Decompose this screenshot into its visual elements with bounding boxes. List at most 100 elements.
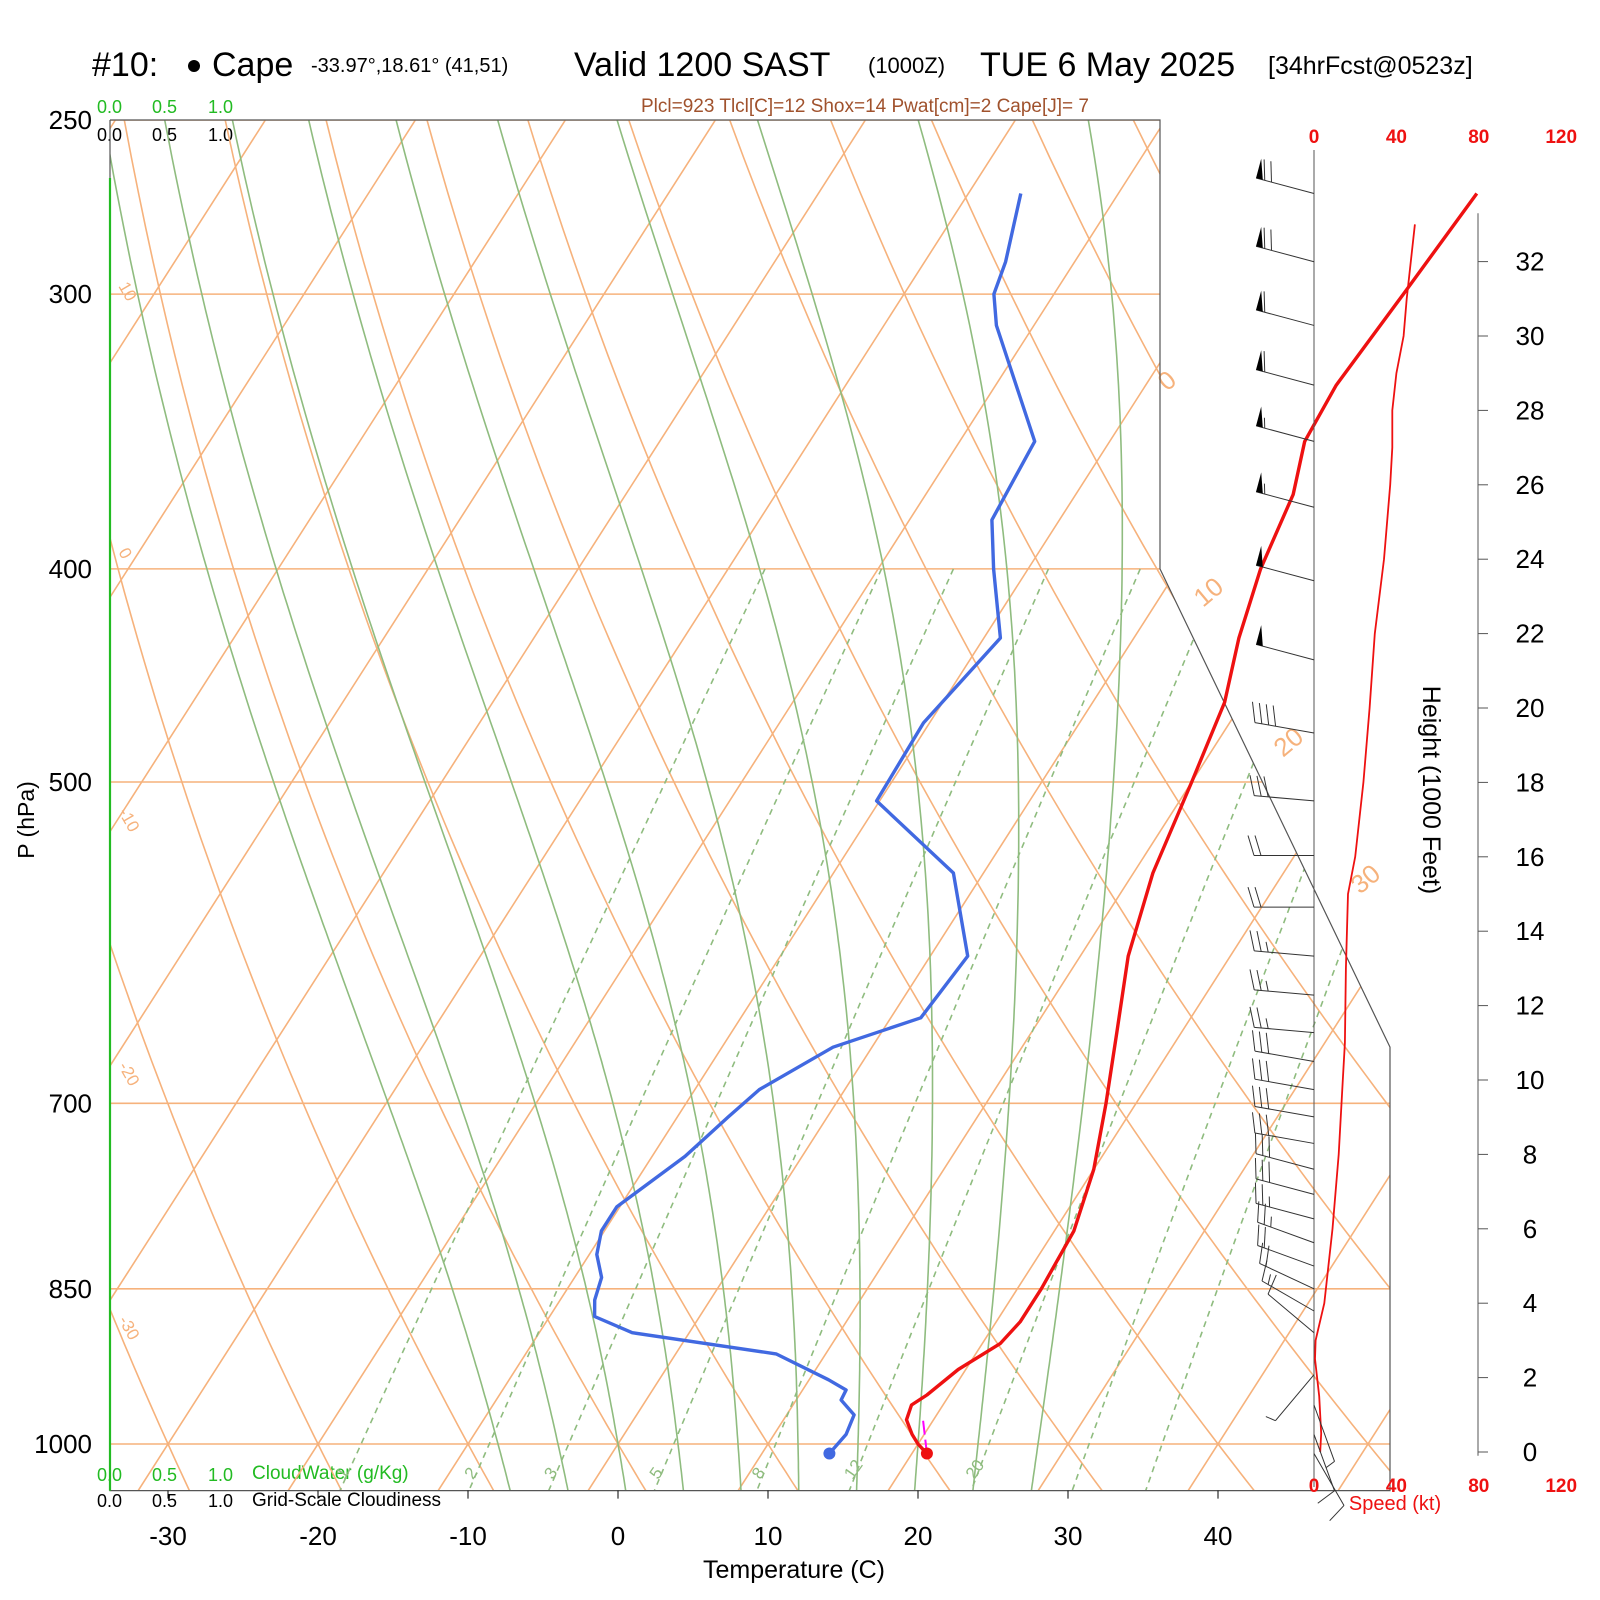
wind-barb-full [1263,1203,1266,1225]
height-tick-label: 20 [1516,693,1545,723]
wind-speed-tick-label: 120 [1545,1476,1577,1497]
wind-barb-flag [1256,472,1263,494]
height-tick-label: 30 [1516,321,1545,351]
wind-barb-shaft [1255,245,1315,263]
temperature-tick-label: 30 [1054,1521,1083,1551]
moist-adiabat-line [1030,120,1124,1491]
wind-barb-full [1261,1184,1264,1206]
wind-barb-full [1258,1113,1263,1135]
wind-barb-shaft [1261,1280,1315,1312]
valid-zulu: (1000Z) [868,53,945,78]
dewpoint-profile [592,193,1037,1455]
temperature-tick-label: -20 [299,1521,337,1551]
wind-barb [1255,290,1315,326]
height-tick-label: 8 [1523,1139,1537,1169]
mixing-ratio-line [653,568,1050,1491]
moist-adiabat-line [616,120,861,1491]
wind-barb [1255,226,1315,263]
cloudiness-label: Grid-Scale Cloudiness [252,1490,441,1511]
wind-barb-full [1270,229,1272,251]
pressure-tick-label: 400 [49,554,92,584]
wind-barb-shaft [1254,722,1315,734]
dry-adiabat-line [527,120,1255,1491]
wind-barb-full [1267,1274,1277,1295]
wind-barb-full [1272,705,1277,727]
wind-barb-full [1258,1031,1263,1053]
wind-barb [1313,1434,1335,1504]
cloudwater-tick: 0.0 [97,97,122,117]
wind-barb-half [1265,1416,1276,1422]
wind-panel: 0246810121416182022242628303200404080801… [1247,127,1577,1522]
height-tick-label: 18 [1516,767,1545,797]
moist-adiabat-line [756,120,934,1491]
wind-barb-full [1259,1242,1264,1264]
wind-barb-full [1254,835,1262,856]
wind-speed-tick-label: 120 [1545,127,1577,148]
wind-barb-full [1329,1505,1345,1522]
wind-barb-full [1261,1159,1264,1181]
station-dot-icon [188,60,200,72]
dry-adiabat-line [224,120,799,1491]
height-tick-label: 0 [1523,1437,1537,1467]
height-tick-label: 26 [1516,470,1545,500]
temperature-tick-label: 40 [1204,1521,1233,1551]
forecast-label: [34hrFcst@0523z] [1268,52,1473,80]
wind-barb-half [1265,980,1269,992]
wind-barb-full [1265,1032,1270,1054]
wind-barb-full [1257,1201,1260,1223]
wind-barb-half [1265,1018,1269,1029]
wind-barb-full [1263,351,1266,372]
wind-barb [1255,406,1315,442]
wind-barb [1255,350,1315,386]
wind-barb [1265,1374,1315,1422]
wind-barb-half [1325,1460,1335,1469]
wind-barb [1267,1274,1315,1334]
isotherm-line [1037,120,1390,1491]
wind-barb-shaft [1255,177,1315,194]
pressure-tick-label: 250 [49,105,92,135]
wind-barb [1313,1453,1345,1522]
wind-barb-shaft [1255,369,1315,386]
wind-barb-full [1258,703,1263,724]
wind-barb-shaft [1267,1293,1315,1334]
cloudwater-tick: 1.0 [208,1465,233,1485]
surface-temperature-marker [920,1447,933,1460]
cloudiness-tick: 0.5 [152,1491,177,1511]
wind-barb-flag [1256,350,1263,372]
isotherm-line [110,120,267,1491]
wind-barb-full [1251,1030,1256,1052]
isotherm-line [110,120,867,1491]
wind-barb-half [1270,1216,1272,1228]
pressure-tick-label: 1000 [34,1429,92,1459]
wind-barb-full [1247,886,1255,908]
wind-barb-flag [1256,625,1263,647]
wind-barb-shaft [1254,1132,1315,1144]
wind-barb-full [1263,776,1269,798]
plot-border [109,119,1391,1492]
cloudwater-tick: 0.5 [152,97,177,117]
wind-barb-flag [1256,406,1263,428]
isotherm-label: 0 [115,545,136,563]
wind-barb [1251,1058,1315,1091]
wind-barb-full [1263,291,1266,313]
isotherm-label: -30 [115,1313,144,1344]
valid-date: TUE 6 May 2025 [980,46,1235,84]
wind-barb [1247,835,1314,857]
dry-adiabat-line [1334,120,1390,1491]
wind-barb [1254,1182,1315,1220]
wind-barb [1257,1224,1315,1267]
dry-adiabat-label: 0 [1152,364,1182,396]
wind-barb-full [1254,1157,1257,1179]
wind-barb-full [1247,835,1255,856]
mixing-ratio-line [339,568,766,1491]
wind-barb-full [1265,1060,1270,1082]
wind-barb-shaft [1255,643,1315,661]
cloud-scale-bottom: 0.0 0.5 1.0 CloudWater (g/Kg) 0.0 0.5 1.… [97,1463,441,1511]
temperature-tick-label: -30 [149,1521,187,1551]
pressure-tick-label: 300 [49,279,92,309]
dry-adiabat-label: 10 [1188,571,1229,613]
wind-barb [1247,886,1314,908]
wind-barb-shaft [1254,1050,1315,1063]
mixing-ratio-line [468,568,883,1491]
